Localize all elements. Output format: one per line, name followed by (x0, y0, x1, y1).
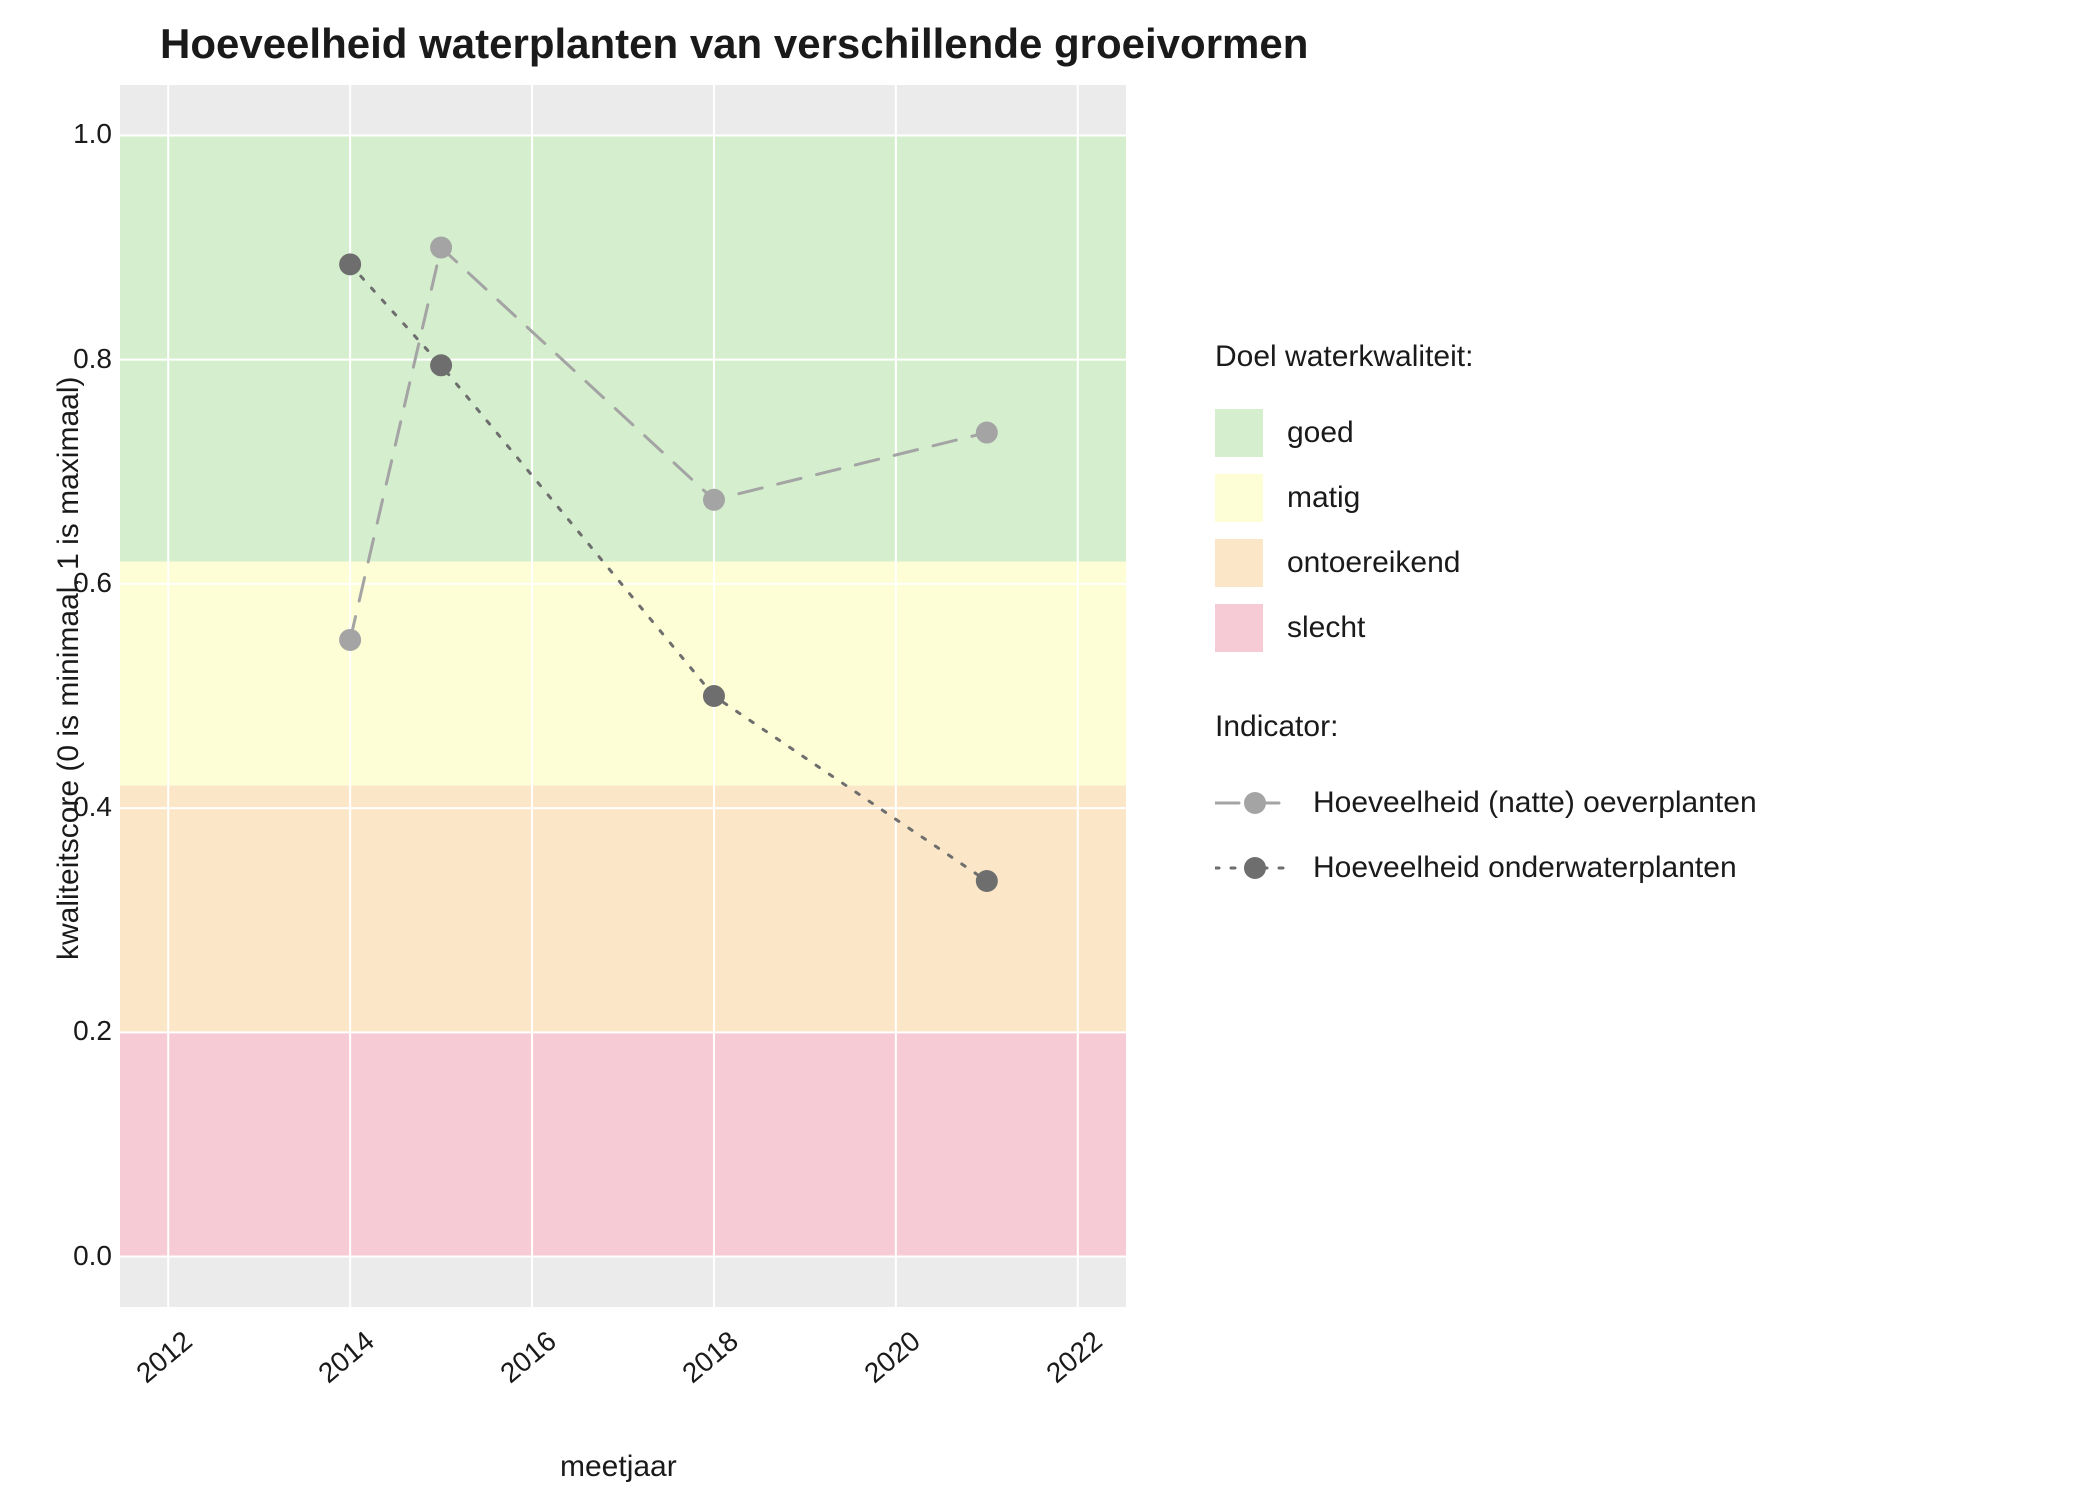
legend-band-label: ontoereikend (1287, 546, 1460, 580)
y-tick-label: 0.4 (58, 791, 112, 823)
y-tick-label: 0.8 (58, 343, 112, 375)
legend-swatch (1215, 409, 1263, 457)
legend-bands: goed matig ontoereikend slecht (1215, 400, 1757, 660)
plot-area (120, 85, 1126, 1307)
x-tick-label: 2012 (117, 1325, 199, 1401)
y-tick-label: 0.2 (58, 1015, 112, 1047)
legend-indicators: Hoeveelheid (natte) oeverplanten Hoeveelh… (1215, 770, 1757, 900)
y-axis-label: kwaliteitscore (0 is minimaal, 1 is maxi… (52, 377, 86, 960)
legend-band-item: matig (1215, 465, 1757, 530)
x-tick-label: 2016 (481, 1325, 563, 1401)
legend-indicator-item: Hoeveelheid onderwaterplanten (1215, 835, 1757, 900)
x-tick-label: 2020 (845, 1325, 927, 1401)
legend-band-item: slecht (1215, 595, 1757, 660)
legend-indicator-label: Hoeveelheid (natte) oeverplanten (1313, 786, 1757, 820)
legend-indicators-title: Indicator: (1215, 710, 1757, 744)
legend-band-item: goed (1215, 400, 1757, 465)
plot-svg (120, 85, 1126, 1307)
legend-indicator-glyph (1215, 853, 1295, 883)
x-tick-label: 2022 (1026, 1325, 1108, 1401)
legend-band-label: slecht (1287, 611, 1365, 645)
legend-swatch (1215, 474, 1263, 522)
y-tick-label: 0.6 (58, 567, 112, 599)
x-axis-label: meetjaar (560, 1450, 677, 1484)
y-tick-label: 1.0 (58, 118, 112, 150)
legend-band-label: goed (1287, 416, 1354, 450)
legend-swatch (1215, 604, 1263, 652)
legend: Doel waterkwaliteit: goed matig ontoereike… (1215, 340, 1757, 900)
legend-indicator-glyph (1215, 788, 1295, 818)
chart-title: Hoeveelheid waterplanten van verschillen… (160, 20, 1308, 68)
figure: Hoeveelheid waterplanten van verschillen… (0, 0, 2100, 1500)
legend-swatch (1215, 539, 1263, 587)
legend-indicator-item: Hoeveelheid (natte) oeverplanten (1215, 770, 1757, 835)
legend-bands-title: Doel waterkwaliteit: (1215, 340, 1757, 374)
legend-indicator-label: Hoeveelheid onderwaterplanten (1313, 851, 1737, 885)
x-tick-label: 2018 (663, 1325, 745, 1401)
legend-band-item: ontoereikend (1215, 530, 1757, 595)
x-tick-label: 2014 (299, 1325, 381, 1401)
legend-band-label: matig (1287, 481, 1360, 515)
y-tick-label: 0.0 (58, 1240, 112, 1272)
